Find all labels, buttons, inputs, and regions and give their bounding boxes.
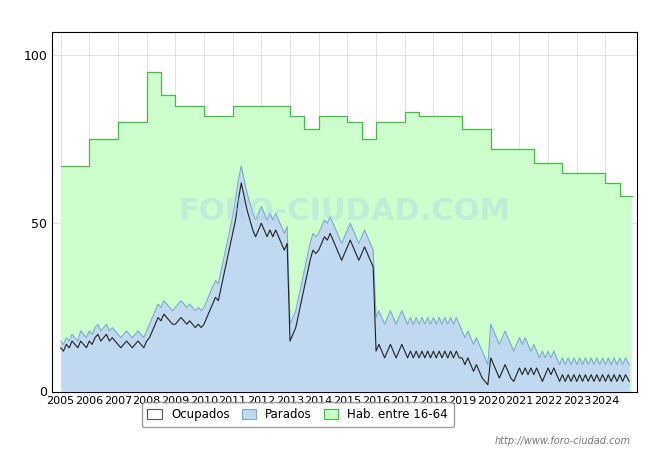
Legend: Ocupados, Parados, Hab. entre 16-64: Ocupados, Parados, Hab. entre 16-64 bbox=[142, 402, 454, 427]
Text: Castrillo de Cabrera - Evolucion de la poblacion en edad de Trabajar Noviembre d: Castrillo de Cabrera - Evolucion de la p… bbox=[30, 15, 620, 28]
Text: FORO-CIUDAD.COM: FORO-CIUDAD.COM bbox=[179, 197, 510, 226]
Text: http://www.foro-ciudad.com: http://www.foro-ciudad.com bbox=[495, 436, 630, 446]
